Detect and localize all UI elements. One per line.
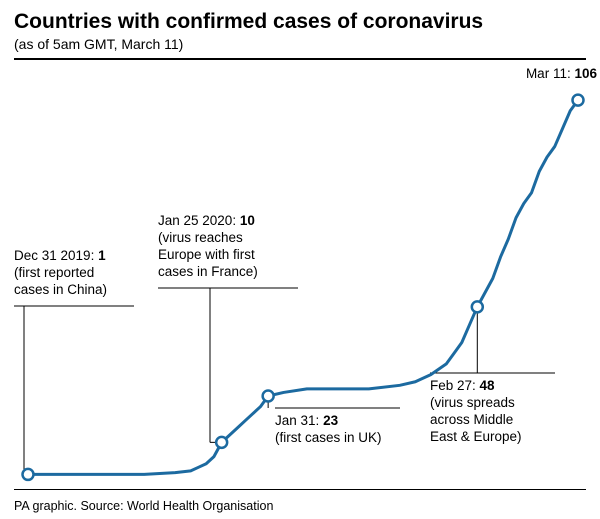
chart-title: Countries with confirmed cases of corona… bbox=[14, 10, 483, 34]
annotation-mar11: Mar 11: 106 bbox=[487, 66, 597, 83]
annotation-jan25: Jan 25 2020: 10 (virus reaches Europe wi… bbox=[158, 213, 308, 281]
source-line: PA graphic. Source: World Health Organis… bbox=[14, 499, 273, 513]
plot-border-bottom bbox=[14, 489, 586, 490]
annotation-jan31: Jan 31: 23 (first cases in UK) bbox=[275, 413, 425, 447]
chart-subtitle: (as of 5am GMT, March 11) bbox=[14, 36, 183, 52]
annotation-dec31: Dec 31 2019: 1 (first reported cases in … bbox=[14, 248, 144, 299]
plot-area: Dec 31 2019: 1 (first reported cases in … bbox=[0, 58, 600, 490]
annotation-feb27: Feb 27: 48 (virus spreads across Middle … bbox=[430, 378, 570, 446]
